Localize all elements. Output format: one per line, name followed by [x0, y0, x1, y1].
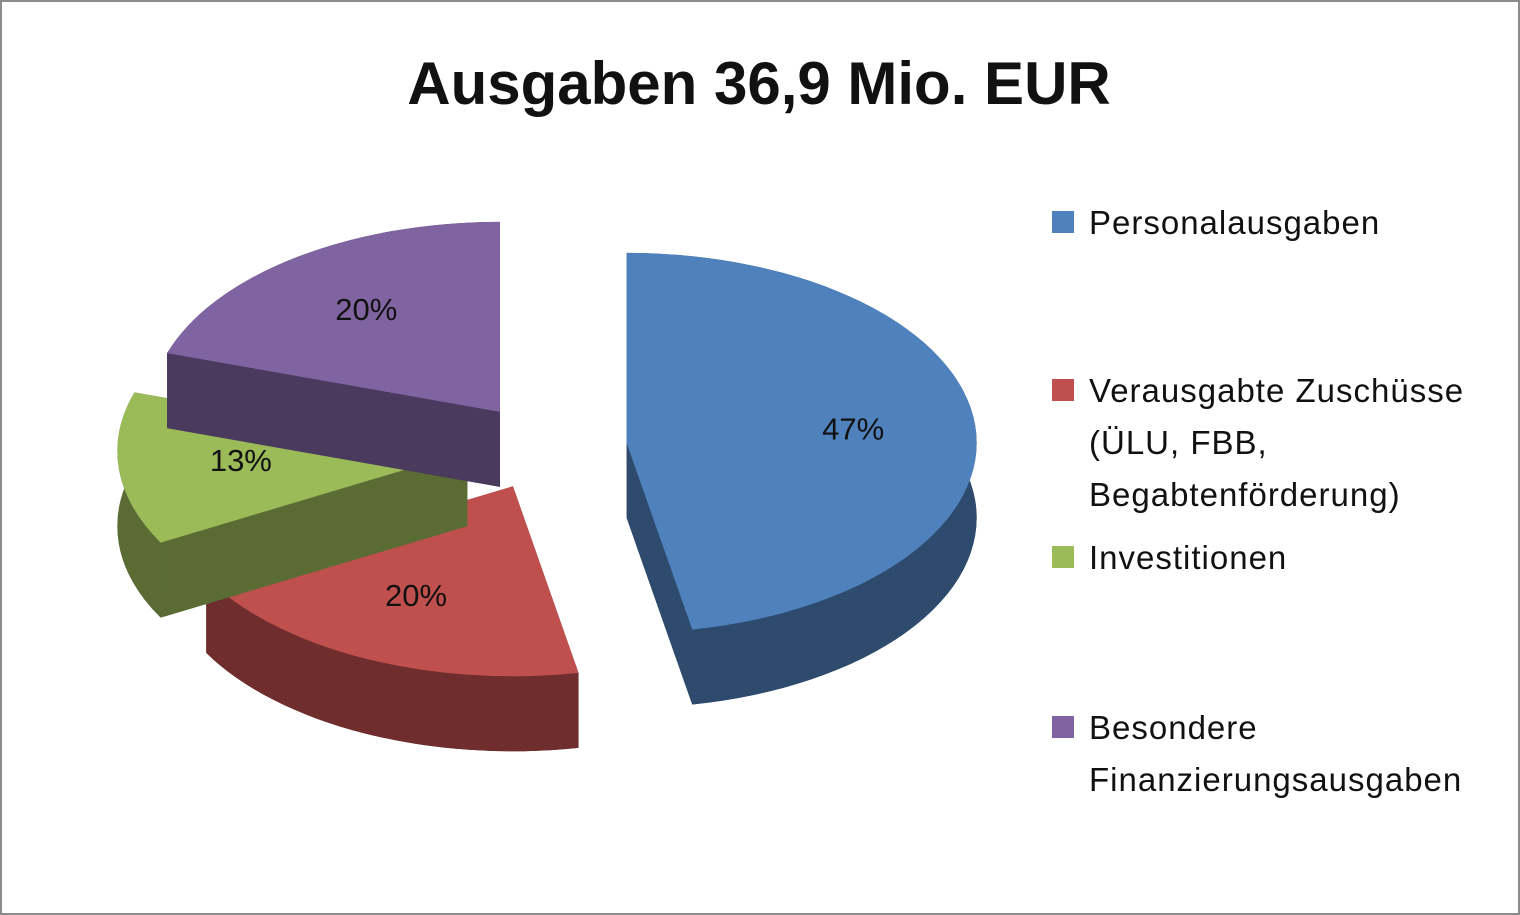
slice-top — [626, 252, 977, 630]
pie-slice — [206, 486, 579, 752]
data-label: 20% — [385, 578, 447, 613]
legend-swatch — [1052, 716, 1074, 738]
pie-slice — [117, 392, 468, 618]
legend-item: Investitionen — [1052, 532, 1502, 584]
slice-top — [206, 486, 579, 677]
data-label: 47% — [822, 411, 884, 446]
legend-item: Besondere Finanzierungsausgaben — [1052, 702, 1502, 806]
chart-title: Ausgaben 36,9 Mio. EUR — [407, 50, 1110, 117]
legend-swatch — [1052, 546, 1074, 568]
legend-label: Personalausgaben — [1089, 204, 1381, 241]
legend-item: Verausgabte Zuschüsse (ÜLU, FBB, Begabte… — [1052, 365, 1502, 521]
legend-item: Personalausgaben — [1052, 197, 1502, 249]
slice-wall — [206, 577, 579, 752]
slice-side — [626, 442, 693, 705]
legend-swatch — [1052, 379, 1074, 401]
legend-label: Investitionen — [1089, 539, 1288, 576]
pie-slice — [167, 221, 500, 487]
data-label: 20% — [335, 292, 397, 327]
legend-label: Besondere Finanzierungsausgaben — [1089, 709, 1463, 798]
slice-top — [167, 221, 500, 412]
data-label: 13% — [210, 443, 272, 478]
slice-side — [167, 353, 500, 487]
pie-slice — [626, 252, 977, 705]
legend-label: Verausgabte Zuschüsse (ÜLU, FBB, Begabte… — [1089, 372, 1465, 513]
legend-swatch — [1052, 211, 1074, 233]
